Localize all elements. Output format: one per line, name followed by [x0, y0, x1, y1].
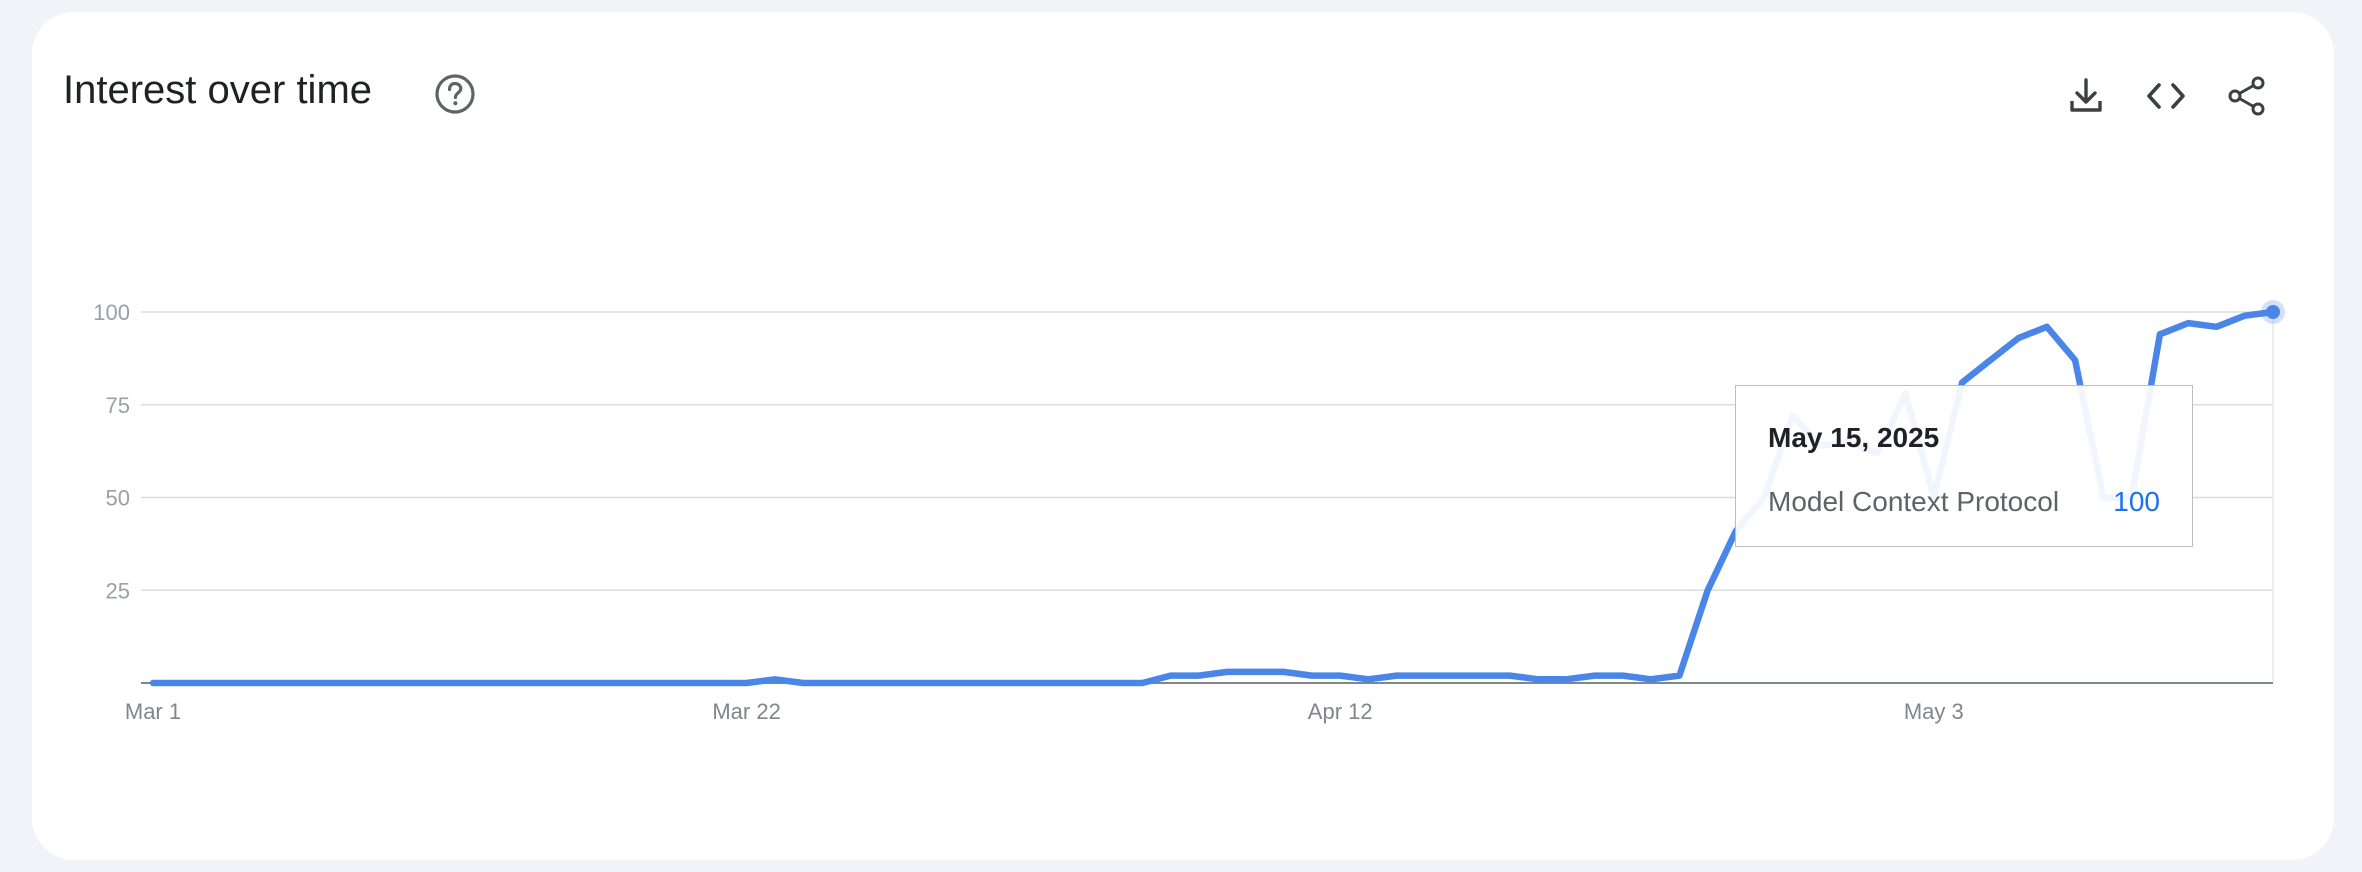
x-tick-label: May 3 [1904, 699, 1964, 724]
x-tick-label: Mar 1 [125, 699, 181, 724]
y-tick-label: 100 [93, 300, 130, 325]
share-icon[interactable] [2225, 74, 2269, 118]
x-tick-label: Apr 12 [1308, 699, 1373, 724]
y-tick-label: 50 [106, 486, 130, 511]
x-tick-label: Mar 22 [712, 699, 780, 724]
download-icon[interactable] [2064, 74, 2108, 118]
y-tick-label: 25 [106, 578, 130, 603]
chart-title: Interest over time [63, 68, 373, 112]
y-tick-label: 75 [106, 393, 130, 418]
chart-tooltip: May 15, 2025 Model Context Protocol 100 [1735, 385, 2193, 547]
code-icon[interactable] [2144, 74, 2188, 118]
tooltip-date: May 15, 2025 [1768, 422, 1940, 453]
tooltip-series-name: Model Context Protocol [1768, 486, 2060, 517]
highlighted-point[interactable] [2266, 305, 2280, 319]
tooltip-value: 100 [2113, 486, 2160, 517]
help-circle-icon[interactable] [433, 72, 477, 116]
